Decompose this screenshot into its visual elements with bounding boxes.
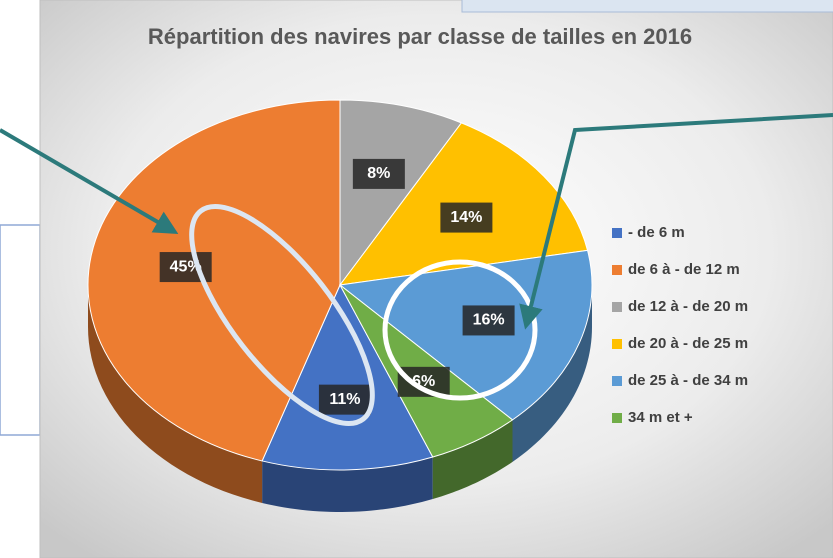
data-label: 11%: [329, 391, 360, 408]
legend-swatch: [612, 339, 622, 349]
data-label: 8%: [367, 165, 390, 182]
arrow: [0, 128, 179, 235]
chart-title: Répartition des navires par classe de ta…: [147, 24, 693, 49]
slice-side: [512, 285, 592, 462]
data-label: 16%: [473, 312, 505, 329]
legend-label: - de 6 m: [628, 224, 685, 241]
data-label: 45%: [170, 258, 202, 275]
legend-swatch: [612, 228, 622, 238]
data-label-box: [352, 158, 405, 189]
data-label-box: [440, 202, 493, 233]
slice: [87, 99, 341, 462]
highlight-circle: [382, 259, 538, 401]
legend-label: de 20 à - de 25 m: [628, 335, 748, 352]
data-labels: 11%45%8%14%16%6%: [159, 158, 515, 415]
side-box: [0, 224, 41, 436]
top-box: [461, 0, 833, 13]
legend-swatch: [612, 265, 622, 275]
legend-label: de 25 à - de 34 m: [628, 372, 748, 389]
slice-side: [432, 419, 513, 500]
data-label: 14%: [450, 209, 482, 226]
data-label-box: [318, 384, 371, 415]
slice-side: [88, 285, 263, 503]
slice: [261, 283, 434, 471]
legend-label: de 6 à - de 12 m: [628, 261, 740, 278]
data-label-box: [462, 305, 515, 336]
legend-label: 34 m et +: [628, 409, 693, 426]
slice: [339, 99, 463, 287]
legend: - de 6 m de 6 à - de 12 m de 12 à - de 20 …: [612, 224, 748, 426]
legend-swatch: [612, 376, 622, 386]
legend-swatch: [612, 302, 622, 312]
highlight-ellipse: [189, 204, 375, 426]
arrow: [519, 113, 833, 330]
legend-swatch: [612, 413, 622, 423]
legend-label: de 12 à - de 20 m: [628, 298, 748, 315]
slice-side: [262, 457, 433, 512]
